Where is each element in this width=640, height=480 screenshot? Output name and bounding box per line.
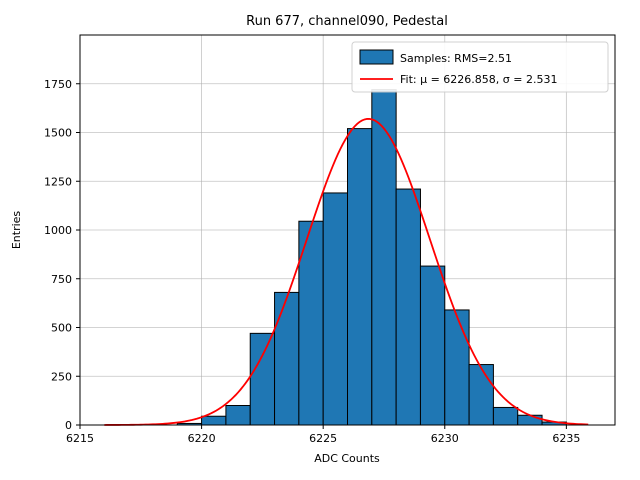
histogram-bar <box>419 265 446 426</box>
y-tick-label: 1750 <box>44 78 72 91</box>
x-tick-label: 6230 <box>431 432 459 445</box>
y-tick-label: 0 <box>65 419 72 432</box>
x-tick-label: 6215 <box>66 432 94 445</box>
legend-label-samples: Samples: RMS=2.51 <box>400 52 512 65</box>
y-tick-label: 500 <box>51 322 72 335</box>
histogram-bar <box>347 128 373 426</box>
tick-labels: 6215 6220 6225 6230 6235 0 250 500 750 1000 1250 15… <box>44 78 580 445</box>
y-tick-label: 750 <box>51 273 72 286</box>
histogram-bar <box>225 405 251 426</box>
histogram-bar <box>517 414 543 426</box>
legend-label-fit: Fit: μ = 6226.858, σ = 2.531 <box>400 73 557 86</box>
legend-box <box>351 41 609 93</box>
x-axis-label: ADC Counts <box>314 452 380 465</box>
x-tick-label: 6225 <box>309 432 337 445</box>
y-tick-label: 250 <box>51 370 72 383</box>
y-tick-label: 1500 <box>44 127 72 140</box>
histogram-bar <box>274 291 300 426</box>
legend-swatch-samples <box>359 49 394 65</box>
histogram-bar <box>395 188 421 426</box>
y-tick-label: 1000 <box>44 224 72 237</box>
histogram-bars <box>176 89 567 426</box>
histogram-bar <box>322 192 348 426</box>
chart-title: Run 677, channel090, Pedestal <box>246 14 448 29</box>
y-axis-label: Entries <box>10 211 23 250</box>
fit-curve <box>104 117 589 426</box>
y-tick-label: 1250 <box>44 175 72 188</box>
histogram-bar <box>249 332 276 426</box>
histogram-bar <box>201 415 227 426</box>
histogram-bar <box>468 364 494 426</box>
histogram-bar <box>492 406 519 426</box>
histogram-bar <box>444 309 470 426</box>
x-tick-label: 6220 <box>188 432 216 445</box>
x-tick-label: 6235 <box>552 432 580 445</box>
axis-ticks <box>76 83 567 429</box>
legend: Samples: RMS=2.51 Fit: μ = 6226.858, σ =… <box>351 41 609 93</box>
